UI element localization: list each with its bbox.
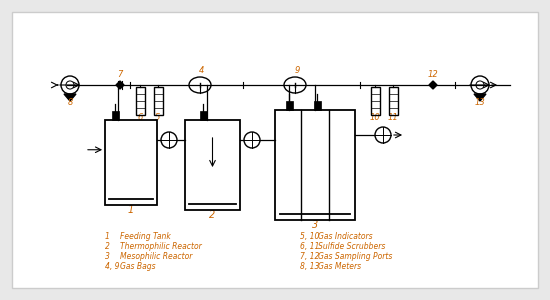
- Text: 12: 12: [428, 70, 438, 79]
- Text: Feeding Tank: Feeding Tank: [120, 232, 170, 241]
- Text: Gas Bags: Gas Bags: [120, 262, 156, 271]
- Text: 5, 10: 5, 10: [300, 232, 320, 241]
- Polygon shape: [429, 81, 437, 89]
- Text: 13: 13: [475, 98, 485, 107]
- Bar: [200, 110, 206, 119]
- Text: 1: 1: [105, 232, 110, 241]
- Bar: [153, 87, 162, 115]
- Bar: [135, 87, 145, 115]
- Text: 4, 9: 4, 9: [105, 262, 119, 271]
- Polygon shape: [474, 94, 486, 101]
- Text: 7, 12: 7, 12: [300, 252, 320, 261]
- Text: 3: 3: [312, 220, 318, 230]
- Text: 5: 5: [155, 113, 161, 122]
- Bar: [388, 87, 398, 115]
- Bar: [105, 120, 157, 205]
- Bar: [285, 100, 293, 109]
- Text: 8: 8: [67, 98, 73, 107]
- Text: Thermophilic Reactor: Thermophilic Reactor: [120, 242, 202, 251]
- Text: 2: 2: [105, 242, 110, 251]
- Text: 11: 11: [388, 113, 398, 122]
- Bar: [112, 110, 118, 119]
- Bar: [185, 120, 240, 210]
- Text: Gas Meters: Gas Meters: [318, 262, 361, 271]
- Text: 2: 2: [210, 210, 216, 220]
- Polygon shape: [116, 81, 124, 89]
- Text: Gas Sampling Ports: Gas Sampling Ports: [318, 252, 392, 261]
- Bar: [371, 87, 380, 115]
- Text: 3: 3: [105, 252, 110, 261]
- Text: Mesophilic Reactor: Mesophilic Reactor: [120, 252, 192, 261]
- Text: 4: 4: [199, 66, 205, 75]
- Text: 10: 10: [370, 113, 381, 122]
- Text: Sulfide Scrubbers: Sulfide Scrubbers: [318, 242, 386, 251]
- Text: 8, 13: 8, 13: [300, 262, 320, 271]
- Text: 7: 7: [117, 70, 123, 79]
- Text: 1: 1: [128, 205, 134, 215]
- Text: Gas Indicators: Gas Indicators: [318, 232, 373, 241]
- Text: 6, 11: 6, 11: [300, 242, 320, 251]
- Bar: [275, 110, 355, 220]
- Text: 6: 6: [138, 113, 142, 122]
- Polygon shape: [64, 94, 76, 101]
- Text: 9: 9: [294, 66, 300, 75]
- Bar: [314, 100, 321, 109]
